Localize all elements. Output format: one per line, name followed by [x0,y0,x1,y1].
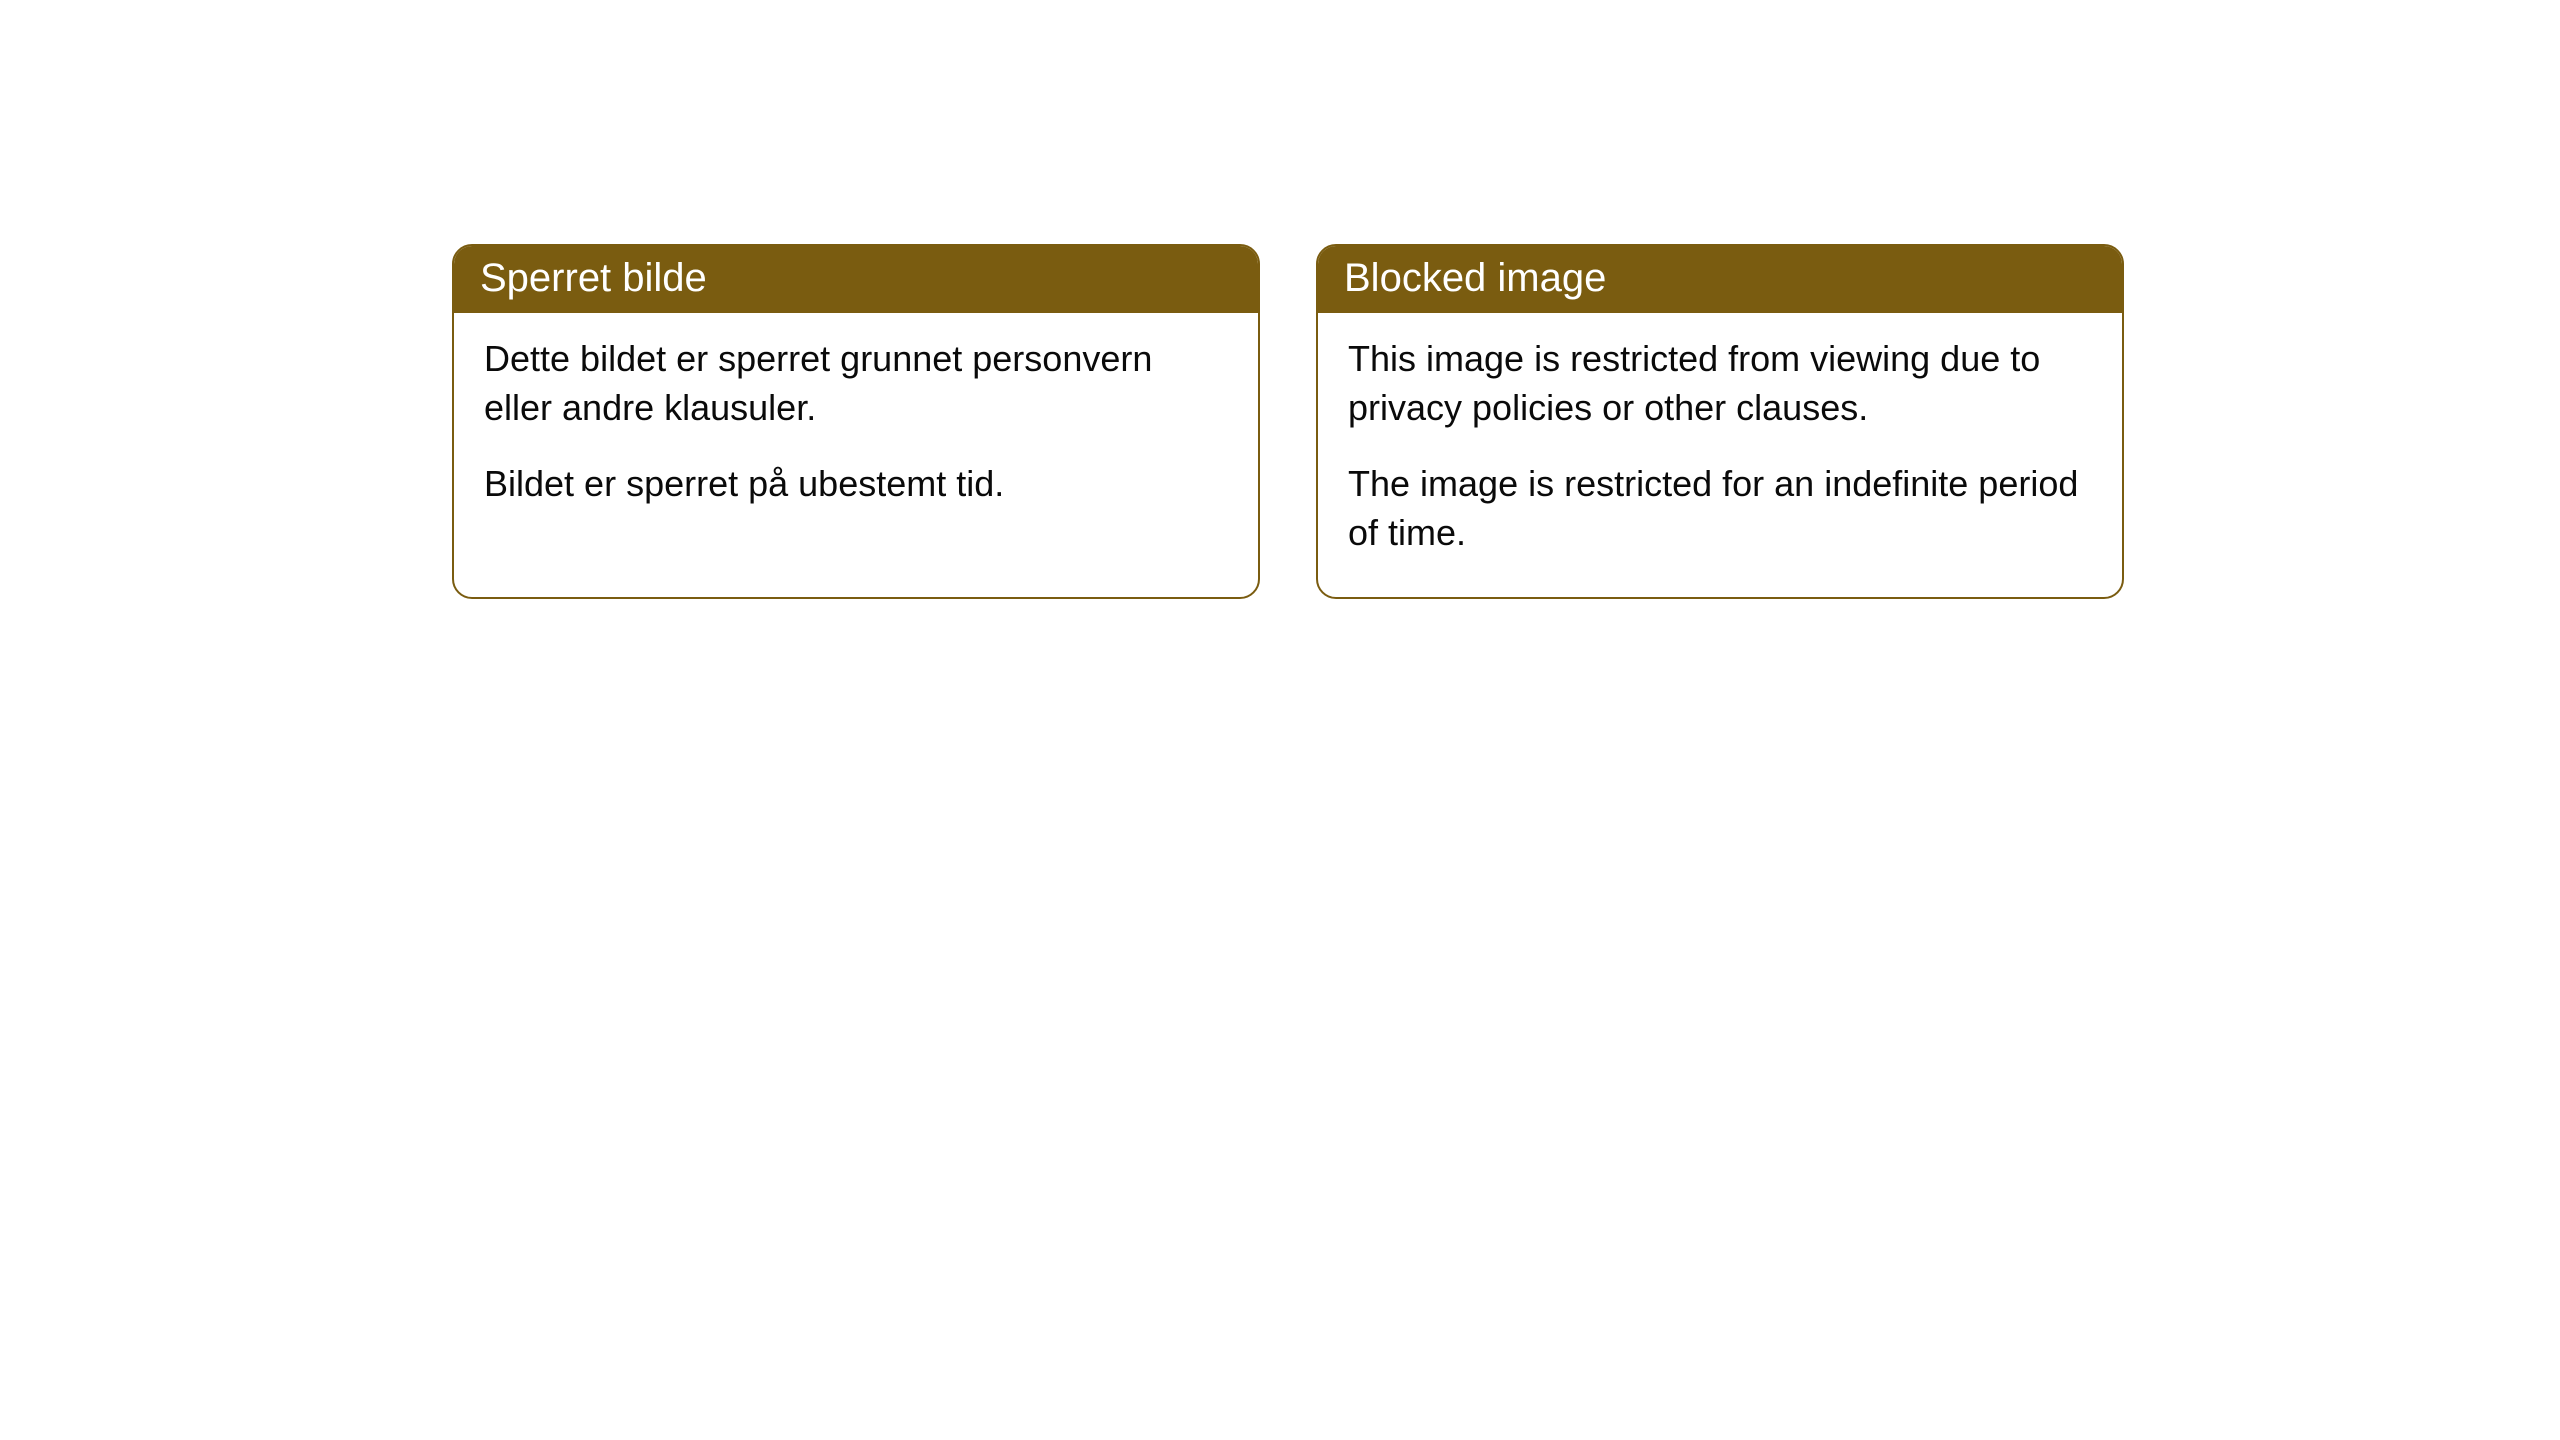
card-paragraph: The image is restricted for an indefinit… [1348,460,2092,557]
card-title: Blocked image [1344,256,1606,300]
card-title: Sperret bilde [480,256,707,300]
card-body: Dette bildet er sperret grunnet personve… [454,313,1258,549]
blocked-image-card-en: Blocked image This image is restricted f… [1316,244,2124,599]
card-header: Blocked image [1318,246,2122,313]
card-paragraph: Dette bildet er sperret grunnet personve… [484,335,1228,432]
card-paragraph: Bildet er sperret på ubestemt tid. [484,460,1228,509]
card-header: Sperret bilde [454,246,1258,313]
card-body: This image is restricted from viewing du… [1318,313,2122,597]
blocked-image-card-no: Sperret bilde Dette bildet er sperret gr… [452,244,1260,599]
card-paragraph: This image is restricted from viewing du… [1348,335,2092,432]
notice-cards-container: Sperret bilde Dette bildet er sperret gr… [452,244,2124,599]
